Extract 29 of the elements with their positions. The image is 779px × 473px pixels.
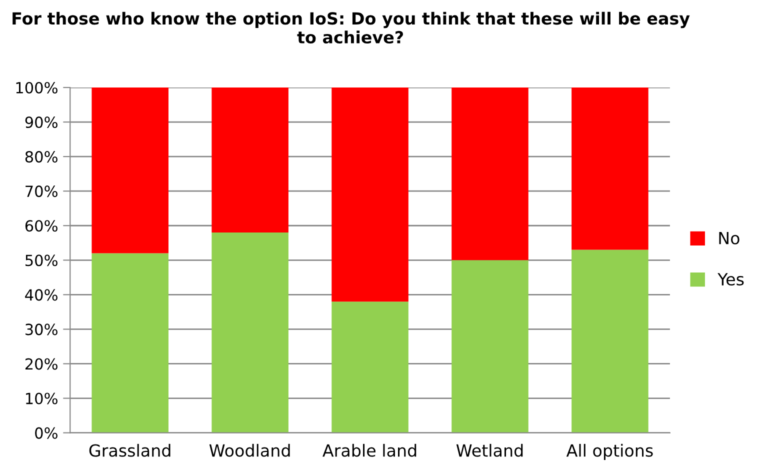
bar	[452, 260, 528, 433]
y-tick-label: 20%	[25, 358, 58, 370]
legend-label: Yes	[718, 273, 744, 286]
legend-label: No	[719, 232, 740, 244]
bar	[92, 88, 168, 254]
x-tick-label: Woodland	[209, 444, 290, 457]
bar	[572, 250, 648, 433]
y-tick-label: 60%	[25, 220, 58, 232]
x-tick-label: All options	[566, 444, 653, 460]
x-tick-label: Wetland	[456, 444, 523, 457]
y-tick-label: 100%	[16, 82, 58, 94]
y-tick-label: 30%	[26, 324, 58, 336]
y-tick-label: 10%	[26, 392, 58, 404]
x-tick-label: Grassland	[89, 444, 170, 457]
chart-title: For those who know the option IoS: Do you think that these will be easy to achieve?	[12, 12, 690, 44]
bar	[212, 232, 288, 433]
bar	[212, 88, 288, 233]
bar	[92, 253, 168, 433]
bar	[332, 88, 408, 302]
y-tick-label: 80%	[25, 151, 58, 163]
y-tick-label: 70%	[26, 186, 58, 198]
y-tick-label: 90%	[25, 116, 58, 128]
x-tick-label: Arable land	[322, 444, 416, 457]
y-tick-label: 50%	[26, 254, 58, 266]
bar	[452, 88, 528, 260]
bar	[572, 88, 648, 250]
y-tick-label: 0%	[35, 427, 58, 439]
y-tick-label: 40%	[25, 289, 58, 301]
bar	[332, 302, 408, 433]
